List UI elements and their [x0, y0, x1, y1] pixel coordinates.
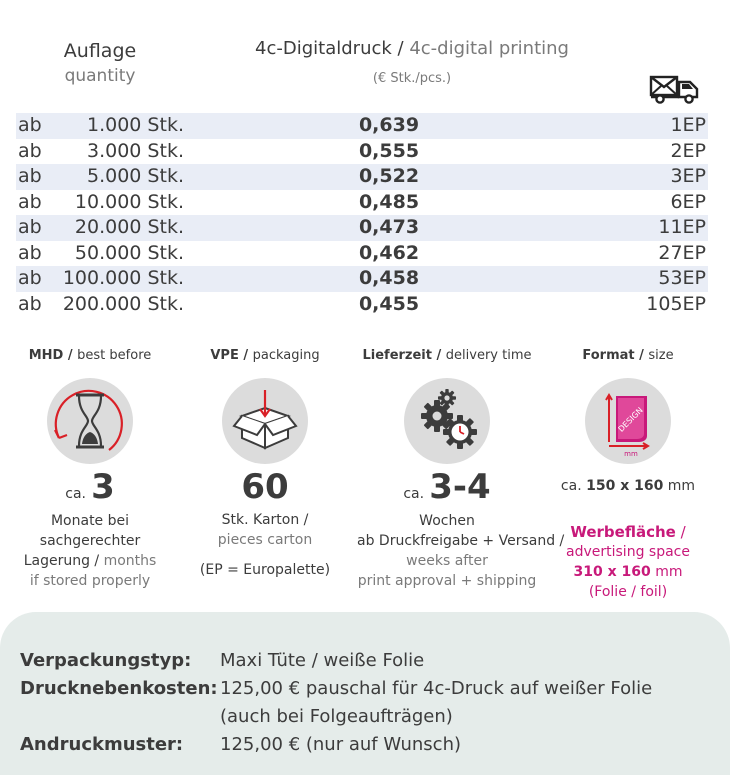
row-price: 0,458 [184, 266, 594, 292]
row-quantity: 50.000 Stk. [74, 241, 184, 264]
row-pallets: 2EP [670, 139, 706, 162]
row-pallets: 1EP [594, 113, 708, 139]
price-table: ab 1.000 Stk. 0,639 1EP ab 3.000 Stk. 0,… [16, 113, 708, 317]
row-price: 0,455 [358, 292, 420, 315]
packaging-value: 60 [241, 467, 289, 507]
row-quantity: 100.000 Stk. [56, 266, 184, 292]
row-price: 0,462 [358, 241, 420, 264]
price-unit: (€ Stk./pcs.) [372, 71, 452, 86]
row-pallets: 11EP [594, 215, 708, 241]
quantity-header-en: quantity [64, 66, 136, 86]
row-quantity: 200.000 Stk. [62, 292, 184, 315]
info-row-proof-sample: Andruckmuster: 125,00 € (nur auf Wunsch) [20, 734, 462, 755]
row-price: 0,485 [358, 190, 420, 213]
best-before-value: 3 [91, 467, 115, 507]
table-row: ab 1.000 Stk. 0,639 1EP [16, 113, 708, 139]
row-price: 0,522 [184, 164, 594, 190]
table-row: ab 5.000 Stk. 0,522 3EP [16, 164, 708, 190]
row-price: 0,639 [184, 113, 594, 139]
feature-format: Format / size DESIGN mm ca. 150 x 160 mm… [560, 348, 696, 600]
row-quantity: 1.000 Stk. [56, 113, 184, 139]
advertising-space-size: 310 x 160 [573, 564, 651, 580]
truck-mail-icon [649, 75, 699, 104]
row-pallets: 105EP [646, 292, 706, 315]
format-size: 150 x 160 [586, 478, 664, 494]
price-header: 4c-Digitaldruck / 4c-digital printing (€… [212, 36, 612, 92]
quantity-header-de: Auflage [63, 40, 137, 62]
advertising-space-label: Werbefläche [570, 523, 676, 541]
box-icon [232, 390, 298, 450]
row-quantity: 3.000 Stk. [87, 139, 184, 162]
row-pallets: 3EP [594, 164, 708, 190]
table-row: ab 10.000 Stk. 0,485 6EP [16, 190, 708, 216]
feature-best-before: MHD / best before ca. 3 Monate bei sachg… [23, 348, 157, 589]
hourglass-icon [54, 389, 123, 451]
row-pallets: 27EP [658, 241, 706, 264]
row-price: 0,473 [184, 215, 594, 241]
price-header-de: 4c-Digitaldruck [255, 38, 392, 59]
svg-text:mm: mm [624, 450, 638, 458]
row-quantity: 20.000 Stk. [56, 215, 184, 241]
row-quantity: 5.000 Stk. [56, 164, 184, 190]
price-header-en: 4c-digital printing [409, 38, 569, 59]
feature-delivery-time: Lieferzeit / delivery time [357, 348, 565, 589]
quantity-header: Auflage quantity [40, 38, 160, 88]
info-row-packaging-type: Verpackungstyp: Maxi Tüte / weiße Folie [20, 650, 425, 671]
info-row-additional-costs: Drucknebenkosten: 125,00 € pauschal für 4… [20, 678, 653, 699]
table-row: ab 200.000 Stk. 0,455 105EP [16, 292, 708, 318]
row-pallets: 6EP [670, 190, 706, 213]
info-panel: Verpackungstyp: Maxi Tüte / weiße Folie D… [0, 612, 730, 775]
row-pallets: 53EP [594, 266, 708, 292]
feature-packaging: VPE / packaging 60 Stk. Karton / pieces … [199, 348, 331, 578]
format-icon: DESIGN mm [605, 393, 650, 458]
table-row: ab 50.000 Stk. 0,462 27EP [16, 241, 708, 267]
table-row: ab 20.000 Stk. 0,473 11EP [16, 215, 708, 241]
info-row-additional-costs-note: (auch bei Folgeaufträgen) [220, 706, 453, 727]
table-row: ab 3.000 Stk. 0,555 2EP [16, 139, 708, 165]
gears-clock-icon [421, 389, 477, 449]
row-price: 0,555 [358, 139, 420, 162]
row-quantity: 10.000 Stk. [74, 190, 184, 213]
table-row: ab 100.000 Stk. 0,458 53EP [16, 266, 708, 292]
delivery-time-value: 3-4 [429, 467, 491, 507]
